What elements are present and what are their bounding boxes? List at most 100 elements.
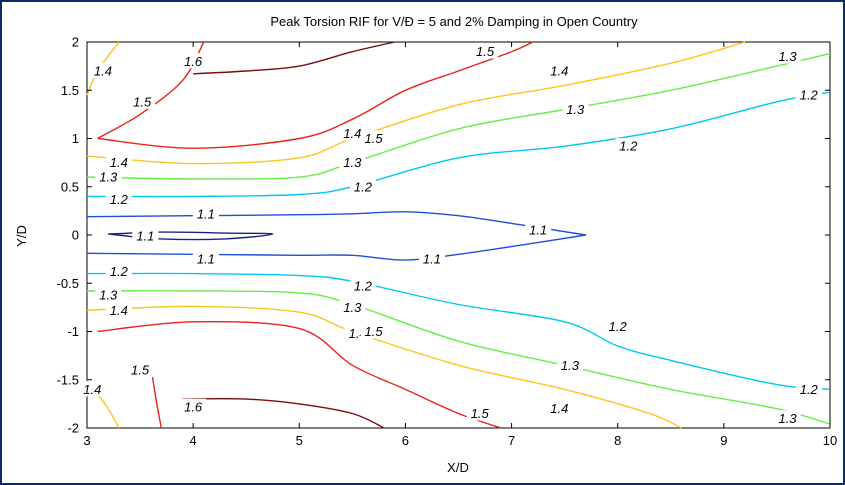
contour-label-1-3-3: 1.3 — [343, 155, 362, 170]
y-axis-ticks: 2 1.5 1 0.5 0 -0.5 -1 -1.5 -2 — [57, 35, 830, 436]
x-axis-ticks: 3 4 5 6 7 8 9 10 — [83, 42, 837, 448]
x-tick-label: 6 — [402, 433, 409, 448]
x-tick-label: 3 — [83, 433, 90, 448]
contour-label-bg — [105, 302, 132, 318]
contour-label-1-5-3: 1.5 — [365, 324, 384, 339]
contour-label-bg — [129, 93, 156, 109]
contour-label-bg — [795, 381, 822, 397]
contour-label-1-4-1: 1.4 — [110, 155, 128, 170]
plot-area — [86, 41, 831, 429]
contour-label-1-3-2: 1.3 — [99, 287, 118, 302]
contour-label-1-5-4: 1.5 — [476, 44, 495, 59]
chart-title: Peak Torsion RIF for V/Đ = 5 and 2% Damp… — [270, 14, 638, 29]
contour-label-bg — [89, 62, 116, 78]
contour-label-1-1-1: 1.1 — [197, 206, 215, 221]
contour-label-bg — [180, 398, 207, 414]
contour-label-bg — [192, 205, 219, 221]
contour-label-1-5-6: 1.5 — [131, 363, 150, 378]
contour-label-bg — [95, 169, 122, 185]
y-axis-label: Y/D — [14, 225, 29, 247]
contour-label-1-2-4: 1.2 — [354, 279, 373, 294]
contour-label-bg — [472, 43, 499, 59]
contour-label-bg — [360, 323, 387, 339]
y-tick-label: 0.5 — [61, 179, 79, 194]
contour-line-1-2-3-1 — [86, 91, 831, 198]
contour-label-bg — [774, 48, 801, 64]
contour-label-bg — [339, 299, 366, 315]
contour-label-1-4-8: 1.4 — [83, 382, 101, 397]
contour-label-1-5-5: 1.5 — [471, 406, 490, 421]
contour-label-1-3-4: 1.3 — [343, 300, 362, 315]
contour-label-1-1-4: 1.1 — [529, 223, 547, 238]
contour-line-1-3-4-2 — [86, 290, 831, 425]
contour-label-bg — [604, 318, 631, 334]
contour-label-1-3-8: 1.3 — [779, 411, 798, 426]
contour-label-bg — [105, 154, 132, 170]
contour-label-bg — [79, 381, 106, 397]
contour-label-1-1-3: 1.1 — [423, 252, 441, 267]
contour-label-bg — [360, 130, 387, 146]
x-tick-label: 8 — [614, 433, 621, 448]
y-tick-label: 1 — [72, 131, 79, 146]
y-tick-label: -2 — [67, 421, 79, 436]
contour-label-1-1-1: 1.1 — [136, 228, 154, 243]
contour-label-1-6-1: 1.6 — [184, 54, 203, 69]
contour-label-bg — [95, 286, 122, 302]
contour-label-bg — [105, 191, 132, 207]
contour-line-1-5-6-2 — [97, 41, 534, 149]
contour-label-bg — [339, 154, 366, 170]
contour-line-1-5-6-3 — [97, 320, 502, 429]
contour-label-1-2-1: 1.2 — [110, 192, 129, 207]
contour-label-bg — [132, 227, 159, 243]
x-axis-label: X/D — [447, 460, 469, 475]
contour-label-1-2-8: 1.2 — [800, 382, 819, 397]
y-tick-label: 1.5 — [61, 83, 79, 98]
contour-line-1-6-7-2 — [182, 398, 385, 429]
x-tick-label: 4 — [190, 433, 197, 448]
contour-label-bg — [774, 410, 801, 426]
contour-label-bg — [615, 138, 642, 154]
contour-label-bg — [349, 278, 376, 294]
contour-label-bg — [546, 400, 573, 416]
contour-label-1-4-6: 1.4 — [550, 401, 568, 416]
contour-label-1-6-2: 1.6 — [184, 399, 203, 414]
contour-label-1-5-1: 1.5 — [133, 94, 152, 109]
contour-label-bg — [180, 53, 207, 69]
contour-label-1-4-5: 1.4 — [550, 63, 568, 78]
contour-label-bg — [127, 362, 154, 378]
y-tick-label: -1 — [67, 324, 79, 339]
contour-label-1-3-6: 1.3 — [561, 358, 580, 373]
contour-labels: 1.11.1 1.11.11.11.21.21.21.21.21.21.21.21… — [79, 43, 822, 426]
y-tick-label: -0.5 — [57, 276, 79, 291]
contour-label-bg — [192, 251, 219, 267]
contour-line-1-4-5-2 — [86, 305, 682, 429]
contour-label-1-2-2: 1.2 — [110, 264, 129, 279]
contour-label-bg — [418, 251, 445, 267]
contour-label-1-2-5: 1.2 — [619, 139, 638, 154]
contour-label-1-2-6: 1.2 — [609, 319, 628, 334]
contour-label-bg — [562, 101, 589, 117]
y-tick-label: 0 — [72, 228, 79, 243]
contour-label-bg — [339, 125, 366, 141]
contour-label-1-1-2: 1.1 — [197, 252, 215, 267]
x-tick-label: 10 — [823, 433, 837, 448]
x-tick-label: 9 — [720, 433, 727, 448]
contour-line-1-6-7-1 — [193, 41, 395, 75]
contour-label-1-5-2: 1.5 — [365, 131, 384, 146]
contour-label-1-2-7: 1.2 — [800, 88, 819, 103]
contour-line-1-1-2-1 — [108, 231, 274, 241]
contour-label-bg — [795, 87, 822, 103]
x-tick-label: 5 — [296, 433, 303, 448]
contour-label-1-4-2: 1.4 — [110, 303, 128, 318]
contour-line-1-3-4-1 — [86, 52, 831, 180]
y-tick-label: 2 — [72, 35, 79, 50]
contour-label-bg — [466, 405, 493, 421]
contour-label-1-2-3: 1.2 — [354, 179, 373, 194]
y-tick-label: -1.5 — [57, 372, 79, 387]
contour-line-1-4-5-1 — [86, 41, 746, 165]
contour-label-bg — [349, 178, 376, 194]
contour-label-bg — [525, 222, 552, 238]
contour-label-bg — [556, 357, 583, 373]
contour-label-1-4-7: 1.4 — [94, 63, 112, 78]
contour-label-1-3-1: 1.3 — [99, 170, 118, 185]
